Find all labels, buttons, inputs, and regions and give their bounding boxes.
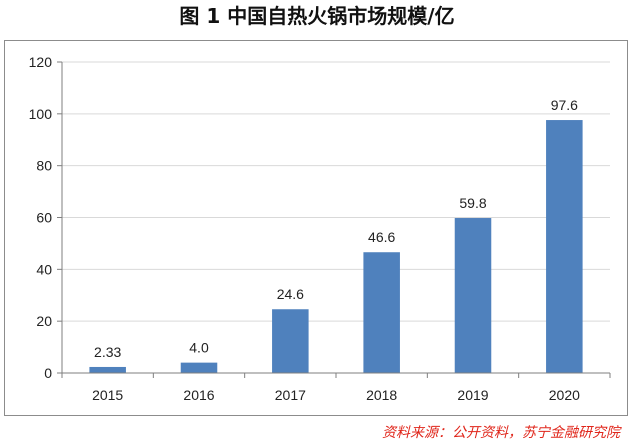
chart-frame bbox=[4, 40, 628, 416]
y-tick-label: 100 bbox=[29, 106, 53, 122]
y-tick-label: 80 bbox=[36, 158, 52, 174]
x-tick-label: 2019 bbox=[457, 387, 488, 403]
y-tick-label: 20 bbox=[36, 313, 52, 329]
chart-title: 图 1 中国自热火锅市场规模/亿 bbox=[179, 4, 455, 28]
source-note: 资料来源：公开资料，苏宁金融研究院 bbox=[382, 425, 620, 441]
bar-2017 bbox=[272, 309, 309, 373]
x-tick-label: 2018 bbox=[366, 387, 397, 403]
value-label-2015: 2.33 bbox=[94, 344, 121, 360]
y-tick-label: 40 bbox=[36, 261, 52, 277]
bar-2018 bbox=[363, 252, 400, 373]
bar-2020 bbox=[546, 120, 583, 373]
x-tick-label: 2020 bbox=[549, 387, 580, 403]
bar-2015 bbox=[89, 366, 126, 373]
y-tick-label: 0 bbox=[44, 365, 52, 381]
y-tick-label: 120 bbox=[29, 54, 53, 70]
x-tick-label: 2017 bbox=[275, 387, 306, 403]
bar-2019 bbox=[454, 218, 492, 373]
value-label-2020: 97.6 bbox=[551, 97, 578, 113]
value-label-2019: 59.8 bbox=[459, 195, 486, 211]
bar-2016 bbox=[180, 362, 218, 373]
y-tick-label: 60 bbox=[36, 210, 52, 226]
x-tick-label: 2015 bbox=[92, 387, 123, 403]
x-tick-label: 2016 bbox=[183, 387, 214, 403]
value-label-2016: 4.0 bbox=[189, 340, 209, 356]
value-label-2018: 46.6 bbox=[368, 229, 395, 245]
value-label-2017: 24.6 bbox=[277, 286, 304, 302]
